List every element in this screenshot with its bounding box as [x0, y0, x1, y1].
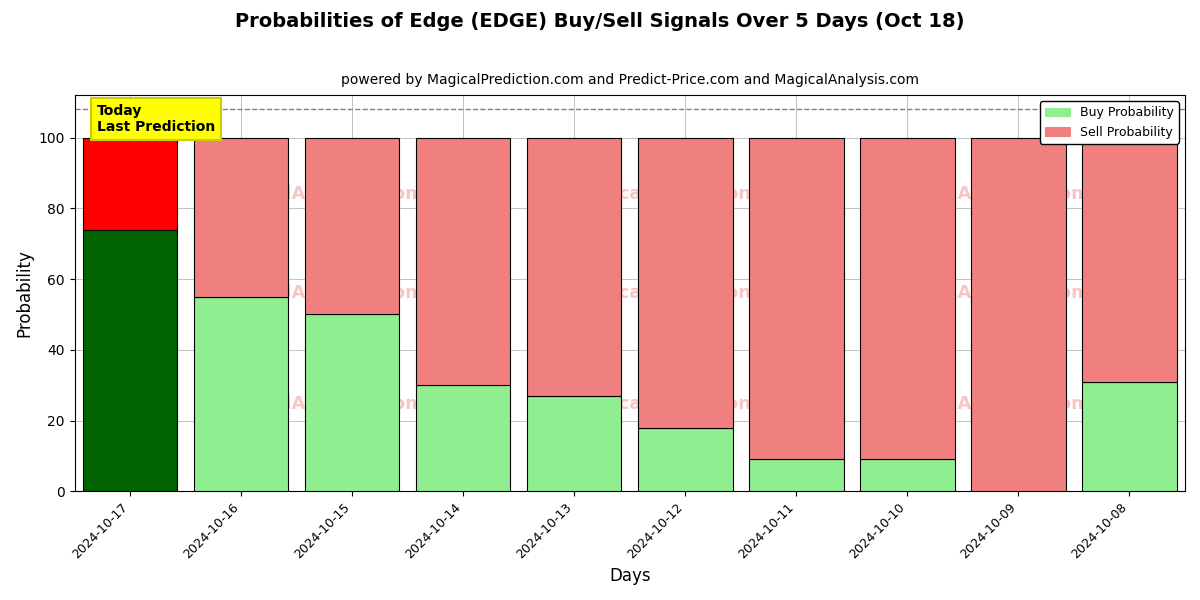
- Bar: [1082, 137, 1177, 382]
- Bar: [83, 230, 178, 491]
- Bar: [638, 137, 732, 428]
- Bar: [83, 137, 178, 230]
- Bar: [971, 137, 1066, 491]
- Bar: [416, 137, 510, 385]
- Bar: [860, 137, 955, 460]
- Text: MagicalAnalysis.com: MagicalAnalysis.com: [881, 284, 1090, 302]
- Title: powered by MagicalPrediction.com and Predict-Price.com and MagicalAnalysis.com: powered by MagicalPrediction.com and Pre…: [341, 73, 919, 87]
- Bar: [194, 137, 288, 297]
- Legend: Buy Probability, Sell Probability: Buy Probability, Sell Probability: [1040, 101, 1178, 143]
- Text: MagicalAnalysis.com: MagicalAnalysis.com: [881, 395, 1090, 413]
- Bar: [194, 297, 288, 491]
- Text: Today
Last Prediction: Today Last Prediction: [97, 104, 215, 134]
- Bar: [527, 137, 622, 396]
- Text: MagicalPrediction.com: MagicalPrediction.com: [570, 284, 800, 302]
- Text: Probabilities of Edge (EDGE) Buy/Sell Signals Over 5 Days (Oct 18): Probabilities of Edge (EDGE) Buy/Sell Si…: [235, 12, 965, 31]
- Text: MagicalPrediction.com: MagicalPrediction.com: [570, 185, 800, 203]
- Y-axis label: Probability: Probability: [16, 249, 34, 337]
- Text: MagicalAnalysis.com: MagicalAnalysis.com: [881, 185, 1090, 203]
- Text: MagicalAnalysis.com: MagicalAnalysis.com: [214, 395, 424, 413]
- Text: MagicalAnalysis.com: MagicalAnalysis.com: [214, 185, 424, 203]
- Bar: [305, 314, 400, 491]
- Text: MagicalPrediction.com: MagicalPrediction.com: [570, 395, 800, 413]
- Bar: [638, 428, 732, 491]
- X-axis label: Days: Days: [610, 567, 650, 585]
- Bar: [527, 396, 622, 491]
- Bar: [749, 460, 844, 491]
- Bar: [305, 137, 400, 314]
- Bar: [416, 385, 510, 491]
- Text: MagicalAnalysis.com: MagicalAnalysis.com: [214, 284, 424, 302]
- Bar: [860, 460, 955, 491]
- Bar: [749, 137, 844, 460]
- Bar: [1082, 382, 1177, 491]
